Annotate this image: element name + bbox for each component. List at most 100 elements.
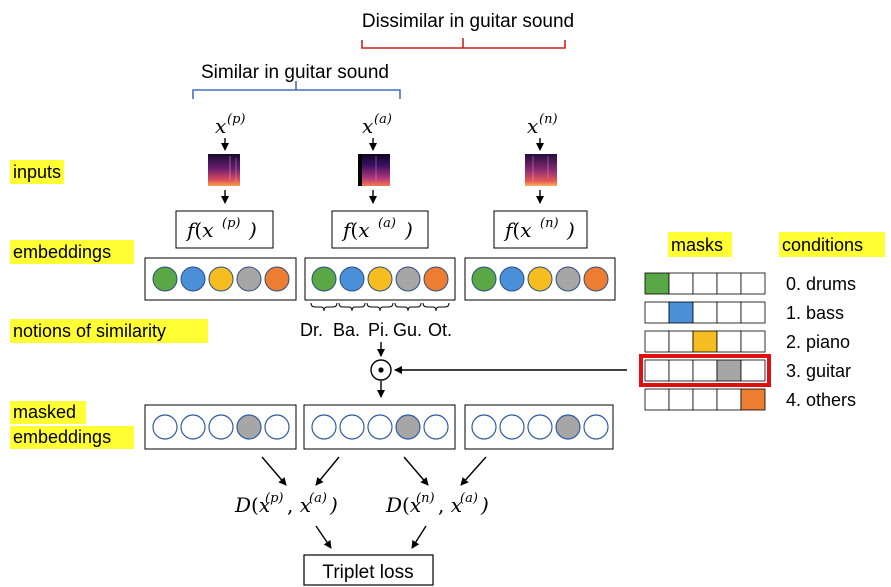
mask-cell (716, 301, 742, 324)
embedding-fn-negative: f(x (n) ) (493, 210, 588, 249)
arrows-to-spectrograms (221, 138, 544, 151)
notion-label-piano: Pi. (368, 320, 389, 340)
mask-cell (668, 272, 694, 295)
masked-dim-bass (180, 414, 206, 440)
embedding-negative (464, 257, 616, 301)
row-label-masked: masked embeddings (10, 401, 134, 449)
masked-dim-bass (499, 414, 525, 440)
mask-cell (716, 330, 742, 353)
svg-text:notions of similarity: notions of similarity (13, 321, 166, 341)
embedding-dim-bass (499, 266, 525, 292)
svg-text:(p): (p) (265, 491, 283, 506)
mask-cell (740, 272, 766, 295)
arrows-to-distances (261, 456, 487, 486)
hadamard-operator (370, 359, 392, 381)
spectrogram-negative (525, 154, 557, 186)
mask-cell (716, 359, 742, 382)
distance-negative-anchor: D(x (n) , x (a) ) (385, 491, 489, 517)
masked-dim-guitar (236, 414, 262, 440)
masked-dim-others (583, 414, 609, 440)
embedding-dim-drums (152, 266, 178, 292)
selected-mask-outline (639, 354, 771, 387)
embedding-dim-piano (367, 266, 393, 292)
brace-bass (338, 302, 366, 312)
embedding-fn-positive: f(x (p) ) (175, 210, 274, 249)
svg-text:inputs: inputs (13, 162, 61, 182)
mask-cell (668, 301, 694, 324)
arrows-to-loss (315, 525, 427, 549)
condition-drums: 0. drums (786, 274, 856, 294)
mask-row-bass (644, 301, 766, 324)
mask-cell (668, 388, 694, 411)
svg-text:, x: , x (287, 493, 311, 517)
masked-dim-drums (311, 414, 337, 440)
svg-text:(n): (n) (539, 112, 558, 127)
mask-cell (692, 272, 718, 295)
mask-cell (644, 388, 670, 411)
svg-text:(n): (n) (416, 491, 435, 506)
similar-bracket: Similar in guitar sound (192, 62, 401, 99)
mask-row-guitar (639, 354, 771, 387)
masked-embedding-negative (464, 404, 614, 450)
svg-text:conditions: conditions (782, 235, 863, 255)
notion-label-drums: Dr. (300, 320, 323, 340)
mask-cell (668, 330, 694, 353)
svg-text:): ) (404, 218, 413, 242)
svg-text:D(x: D(x (234, 493, 270, 517)
mask-grid (639, 272, 771, 411)
svg-text:f(x: f(x (503, 218, 532, 242)
svg-text:(p): (p) (222, 216, 240, 231)
svg-text:embeddings: embeddings (13, 427, 111, 447)
condition-piano: 2. piano (786, 332, 850, 352)
svg-text:(p): (p) (227, 112, 245, 127)
svg-text:): ) (480, 493, 489, 517)
embedding-dim-guitar (395, 266, 421, 292)
svg-text:): ) (329, 493, 338, 517)
dissimilar-label: Dissimilar in guitar sound (362, 11, 574, 32)
masked-dim-guitar (395, 414, 421, 440)
spectrogram-positive (208, 154, 240, 186)
svg-text:masks: masks (671, 235, 723, 255)
svg-text:(a): (a) (378, 216, 396, 231)
masked-dim-piano (208, 414, 234, 440)
embedding-dim-piano (208, 266, 234, 292)
masked-dim-others (264, 414, 290, 440)
mask-cell (644, 301, 670, 324)
mask-row-drums (644, 272, 766, 295)
embedding-anchor (304, 257, 456, 301)
svg-text:x: x (527, 114, 538, 138)
svg-text:masked: masked (13, 402, 76, 422)
masked-dim-piano (367, 414, 393, 440)
masked-dim-piano (527, 414, 553, 440)
embedding-dim-others (423, 266, 449, 292)
svg-text:, x: , x (438, 493, 462, 517)
embedding-dim-guitar (236, 266, 262, 292)
embedding-dim-bass (339, 266, 365, 292)
svg-text:(n): (n) (540, 216, 559, 231)
input-var-anchor: x (a) (362, 112, 392, 138)
mask-cell (692, 359, 718, 382)
dissimilar-bracket: Dissimilar in guitar sound (361, 11, 574, 49)
embedding-dim-others (264, 266, 290, 292)
svg-text:x: x (362, 114, 373, 138)
svg-text:(a): (a) (309, 491, 327, 506)
notion-label-others: Ot. (428, 320, 452, 340)
mask-cell (740, 388, 766, 411)
masks-header: masks (668, 232, 732, 257)
notion-label-bass: Ba. (333, 320, 360, 340)
mask-cell (716, 272, 742, 295)
svg-text:(a): (a) (374, 112, 392, 127)
mask-cell (692, 388, 718, 411)
similar-label: Similar in guitar sound (201, 62, 389, 83)
condition-bass: 1. bass (786, 303, 844, 323)
notion-braces (310, 302, 450, 312)
mask-cell (692, 330, 718, 353)
svg-text:(a): (a) (460, 491, 478, 506)
mask-cell (716, 388, 742, 411)
triplet-loss-box: Triplet loss (303, 554, 434, 586)
masked-dim-bass (339, 414, 365, 440)
embedding-dim-drums (471, 266, 497, 292)
brace-drums (310, 302, 338, 312)
mask-cell (644, 272, 670, 295)
